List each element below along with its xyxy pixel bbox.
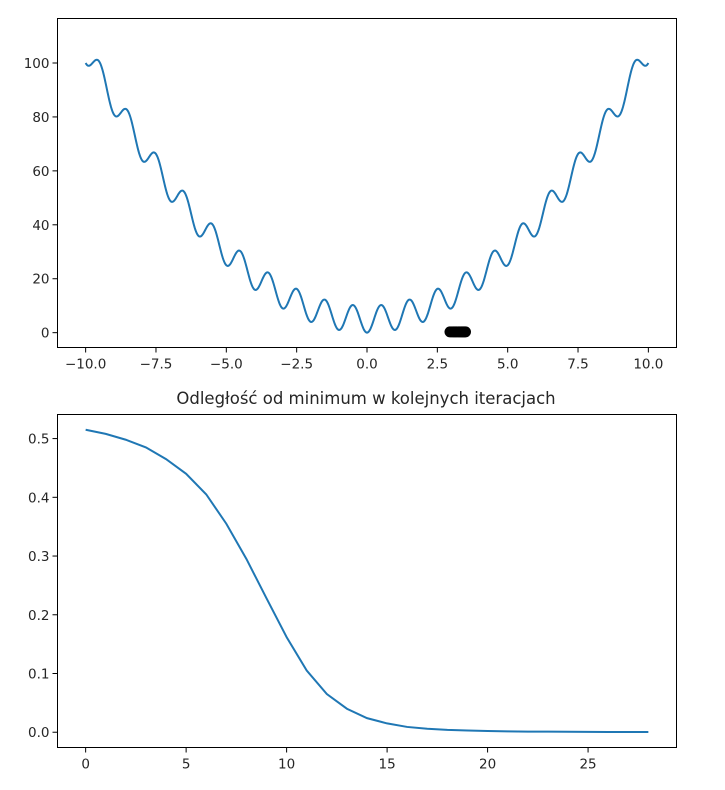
chart-top-frame [57, 18, 677, 348]
chart-top-xtick-label: 7.5 [567, 357, 588, 373]
chart-top-iterate-point [459, 326, 471, 338]
chart-bottom-ytick-label: 0.2 [28, 608, 49, 624]
chart-bottom-xtick-label: 0 [81, 757, 90, 773]
chart-bottom-frame [57, 414, 677, 748]
chart-top-ytick-label: 60 [32, 164, 49, 180]
chart-bottom-ticks: 0 5 10 15 20 25 0.0 0.1 0.2 0.3 0.4 0.5 [28, 432, 597, 773]
chart-top-function: −10.0 −7.5 −5.0 −2.5 0.0 2.5 5.0 7.5 10.0 0 20 40 60… [24, 18, 677, 373]
chart-bottom-ytick-label: 0.5 [28, 432, 49, 448]
chart-bottom-xtick-label: 25 [579, 757, 596, 773]
chart-top-ticks: −10.0 −7.5 −5.0 −2.5 0.0 2.5 5.0 7.5 10.0 0 20 40 60… [24, 56, 664, 373]
chart-bottom-xtick-label: 5 [182, 757, 191, 773]
chart-top-ytick-label: 80 [32, 110, 49, 126]
chart-top-xtick-label: −7.5 [140, 357, 173, 373]
chart-bottom-distance: Odległość od minimum w kolejnych iteracj… [28, 389, 677, 773]
chart-top-xtick-label: 0.0 [356, 357, 377, 373]
chart-top-plot-area [84, 58, 650, 338]
chart-top-xtick-label: −5.0 [210, 357, 243, 373]
chart-bottom-xtick-label: 10 [278, 757, 295, 773]
chart-bottom-ytick-label: 0.1 [28, 667, 49, 683]
chart-bottom-ytick-label: 0.4 [28, 490, 49, 506]
chart-top-ytick-label: 40 [32, 218, 49, 234]
chart-top-xtick-label: 2.5 [427, 357, 448, 373]
chart-top-ytick-label: 20 [32, 272, 49, 288]
chart-top-ytick-label: 0 [41, 326, 50, 342]
chart-bottom-distance-line [85, 428, 649, 734]
chart-bottom-title: Odległość od minimum w kolejnych iteracj… [176, 389, 555, 408]
chart-bottom-xtick-label: 15 [379, 757, 396, 773]
chart-top-xtick-label: 5.0 [497, 357, 518, 373]
chart-top-xtick-label: −10.0 [65, 357, 106, 373]
chart-top-function-line [84, 58, 650, 334]
chart-top-xtick-label: −2.5 [280, 357, 313, 373]
chart-top-ytick-label: 100 [24, 56, 50, 72]
chart-bottom-ytick-label: 0.3 [28, 549, 49, 565]
chart-bottom-plot-area [85, 428, 649, 734]
chart-bottom-ytick-label: 0.0 [28, 725, 49, 741]
chart-top-xtick-label: 10.0 [633, 357, 663, 373]
chart-bottom-xtick-label: 20 [479, 757, 496, 773]
